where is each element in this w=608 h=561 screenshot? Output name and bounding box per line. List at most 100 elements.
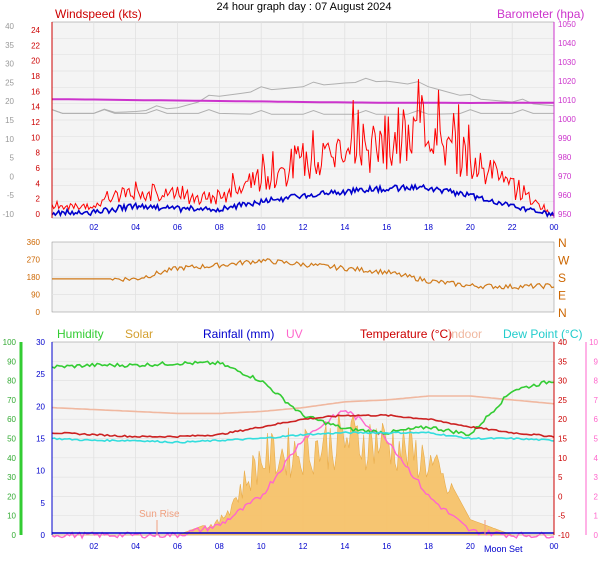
barometer-label: Barometer (hpa) [497,7,584,21]
rainfall-tick-label: 10 [36,467,45,476]
humidity-tick-label: 40 [7,454,16,463]
uv-tick-label: 9 [594,357,599,366]
windspeed-tick-label: 10 [31,133,40,142]
uv-tick-label: 1 [594,512,599,521]
legend-dewpoint: Dew Point (°C) [503,327,582,341]
temperature-tick-label: 0 [558,492,563,501]
x-tick-label: 06 [173,542,182,551]
windspeed-tick-label: 0 [36,210,41,219]
temperature-tick-label: 20 [558,415,567,424]
temperature-tick-label: 5 [558,473,563,482]
direction-tick-label: 360 [27,238,41,247]
windspeed-tick-label: 16 [31,87,40,96]
x-tick-label: 10 [257,223,266,232]
x-tick-label: 04 [131,542,140,551]
legend-humidity: Humidity [57,327,104,341]
humidity-tick-label: 30 [7,473,16,482]
wind-x-axis: 02 04 06 08 10 12 14 16 18 20 22 00 [89,223,559,232]
x-tick-label: 16 [382,542,391,551]
barometer-tick-label: 1020 [558,77,576,86]
windspeed-tick-label: 4 [36,179,41,188]
humidity-tick-label: 80 [7,377,16,386]
barometer-tick-label: 990 [558,134,572,143]
direction-tick-label: 270 [27,256,41,265]
compass-label: N [558,306,567,320]
x-tick-label: 08 [215,223,224,232]
wind-average-line [51,183,555,218]
temperature-tick-label: -10 [558,531,570,540]
gray-tick-label: -10 [2,210,14,219]
x-tick-label: 12 [299,223,308,232]
uv-tick-label: 3 [594,473,599,482]
barometer-tick-label: 1000 [558,115,576,124]
uv-tick-label: 2 [594,492,599,501]
rainfall-tick-label: 0 [41,531,46,540]
windspeed-tick-label: 6 [36,164,41,173]
uv-tick-label: 7 [594,396,599,405]
temperature-tick-label: 15 [558,435,567,444]
wind-panel: Windspeed (kts) Barometer (hpa) 40353025… [2,7,584,232]
gray-tick-label: -5 [7,191,15,200]
legend-temperature: Temperature (°C) [360,327,452,341]
x-tick-label: 14 [340,542,349,551]
windspeed-tick-label: 14 [31,103,40,112]
windspeed-label: Windspeed (kts) [55,7,142,21]
compass-label: W [558,254,570,268]
barometer-tick-label: 1040 [558,39,576,48]
graph-title: 24 hour graph day : 07 August 2024 [217,1,392,13]
dew-point-line [51,431,555,444]
windspeed-tick-label: 24 [31,26,40,35]
temperature-tick-label: 30 [558,377,567,386]
gray-tick-label: 5 [10,154,15,163]
temperature-line [51,413,555,439]
x-tick-label: 10 [257,542,266,551]
direction-axis: 360 270 180 90 0 [27,238,41,317]
gray-tick-label: 10 [5,135,14,144]
baro-axis: 1050 1040 1030 1020 1010 1000 990 980 970 960 950 [558,20,576,219]
x-tick-label: 16 [382,223,391,232]
x-tick-label: 18 [424,223,433,232]
humidity-tick-label: 70 [7,396,16,405]
gray-tick-label: 0 [10,172,15,181]
temperature-tick-label: -5 [558,512,566,521]
baro-gray-line [51,77,555,114]
legend-uv: UV [286,327,303,341]
x-tick-label: 14 [340,223,349,232]
direction-tick-label: 180 [27,273,41,282]
windspeed-tick-label: 18 [31,72,40,81]
gray-tick-label: 15 [5,116,14,125]
windspeed-tick-label: 2 [36,195,41,204]
solar-area [52,412,554,536]
x-tick-label: 02 [89,223,98,232]
gray-tick-label: 35 [5,41,14,50]
barometer-tick-label: 1010 [558,96,576,105]
humidity-tick-label: 60 [7,415,16,424]
x-tick-label: 08 [215,542,224,551]
humidity-tick-label: 20 [7,492,16,501]
humidity-tick-label: 50 [7,435,16,444]
humidity-tick-label: 10 [7,512,16,521]
humidity-line [51,360,555,437]
direction-tick-label: 0 [36,308,41,317]
gray-tick-label: 25 [5,78,14,87]
direction-grid [52,242,554,312]
multi-panel: Humidity Solar Rainfall (mm) UV Temperat… [3,327,599,554]
compass-label: S [558,271,566,285]
uv-tick-label: 10 [589,338,598,347]
barometer-line [52,98,554,105]
windspeed-tick-label: 8 [36,149,41,158]
rainfall-tick-label: 30 [36,338,45,347]
uv-tick-label: 0 [594,531,599,540]
legend-solar: Solar [125,327,153,341]
barometer-tick-label: 1030 [558,58,576,67]
humidity-tick-label: 100 [3,338,17,347]
humidity-tick-label: 0 [12,531,17,540]
x-tick-label: 20 [466,542,475,551]
humidity-tick-label: 90 [7,357,16,366]
